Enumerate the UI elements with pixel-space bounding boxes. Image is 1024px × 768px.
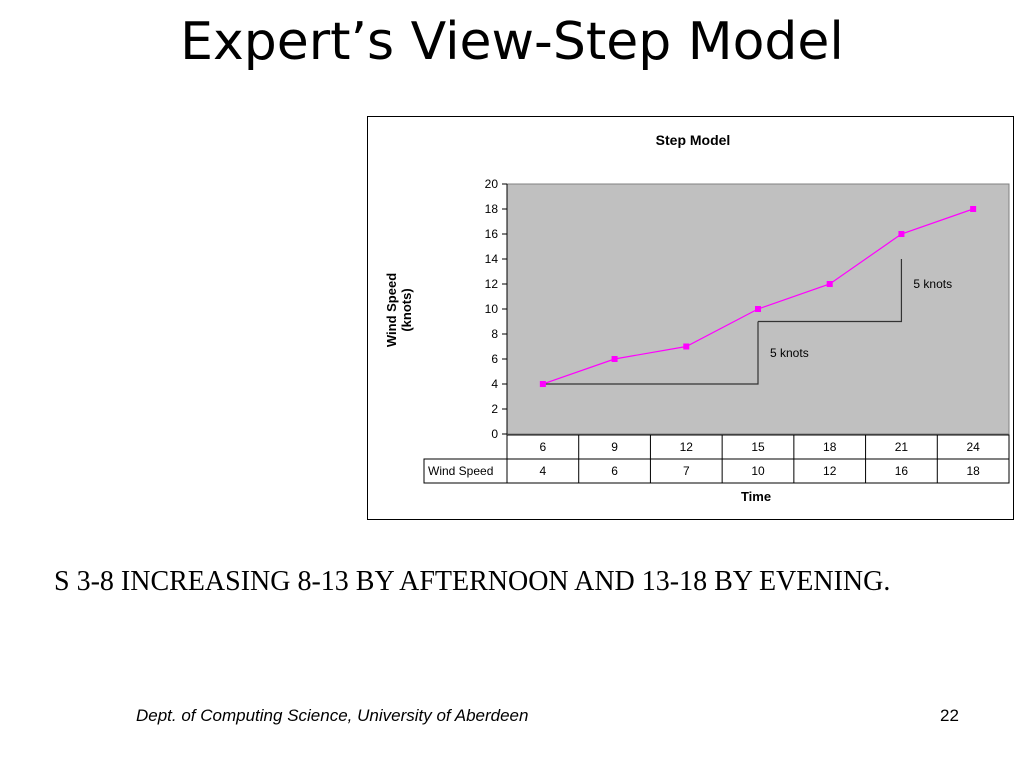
data-point bbox=[611, 356, 618, 362]
table-value-row bbox=[423, 458, 1010, 484]
step-annotation: 5 knots bbox=[770, 346, 809, 360]
y-tick-label: 12 bbox=[485, 277, 499, 291]
y-tick-label: 2 bbox=[491, 402, 498, 416]
data-point bbox=[683, 343, 690, 350]
y-axis-label: Wind Speed(knots) bbox=[384, 273, 414, 347]
forecast-text: S 3-8 INCREASING 8-13 BY AFTERNOON AND 1… bbox=[54, 566, 891, 597]
x-tick-label: 12 bbox=[680, 440, 694, 454]
table-value-label: 18 bbox=[966, 464, 980, 478]
data-point bbox=[755, 306, 761, 312]
data-point bbox=[539, 381, 546, 387]
data-point bbox=[970, 206, 977, 212]
table-value-label: 7 bbox=[683, 464, 690, 478]
step-line bbox=[758, 259, 903, 323]
y-tick-label: 18 bbox=[485, 202, 499, 216]
table-value-label: 4 bbox=[540, 464, 547, 478]
y-tick-label: 8 bbox=[491, 327, 498, 341]
y-tick-label: 14 bbox=[485, 252, 499, 266]
data-point bbox=[826, 281, 833, 287]
y-tick-label: 4 bbox=[491, 377, 498, 391]
table-value-label: 10 bbox=[751, 464, 765, 478]
data-point bbox=[898, 231, 905, 237]
y-tick-label: 20 bbox=[485, 177, 499, 191]
table-value-label: 12 bbox=[823, 464, 837, 478]
x-tick-label: 21 bbox=[895, 440, 909, 454]
x-tick-label: 9 bbox=[611, 440, 618, 454]
x-tick-label: 15 bbox=[751, 440, 765, 454]
table-value-label: 6 bbox=[611, 464, 618, 478]
step-line bbox=[542, 321, 759, 385]
x-tick-label: 6 bbox=[540, 440, 547, 454]
table-series-name: Wind Speed bbox=[428, 464, 493, 478]
y-tick-label: 10 bbox=[485, 302, 499, 316]
y-tick-label: 16 bbox=[485, 227, 499, 241]
chart-title: Step Model bbox=[656, 132, 731, 148]
y-tick-label: 6 bbox=[491, 352, 498, 366]
table-value-label: 16 bbox=[895, 464, 909, 478]
step-annotation: 5 knots bbox=[913, 277, 952, 291]
step-model-chart: Step Model Wind Speed(knots) Time 024681… bbox=[384, 132, 1010, 504]
slide-title: Expert’s View-Step Model bbox=[180, 12, 844, 72]
page-number: 22 bbox=[940, 706, 959, 725]
x-tick-label: 24 bbox=[966, 440, 980, 454]
y-tick-label: 0 bbox=[491, 427, 498, 441]
x-axis-label: Time bbox=[741, 489, 771, 504]
footer-department: Dept. of Computing Science, University o… bbox=[136, 706, 529, 725]
x-tick-label: 18 bbox=[823, 440, 837, 454]
